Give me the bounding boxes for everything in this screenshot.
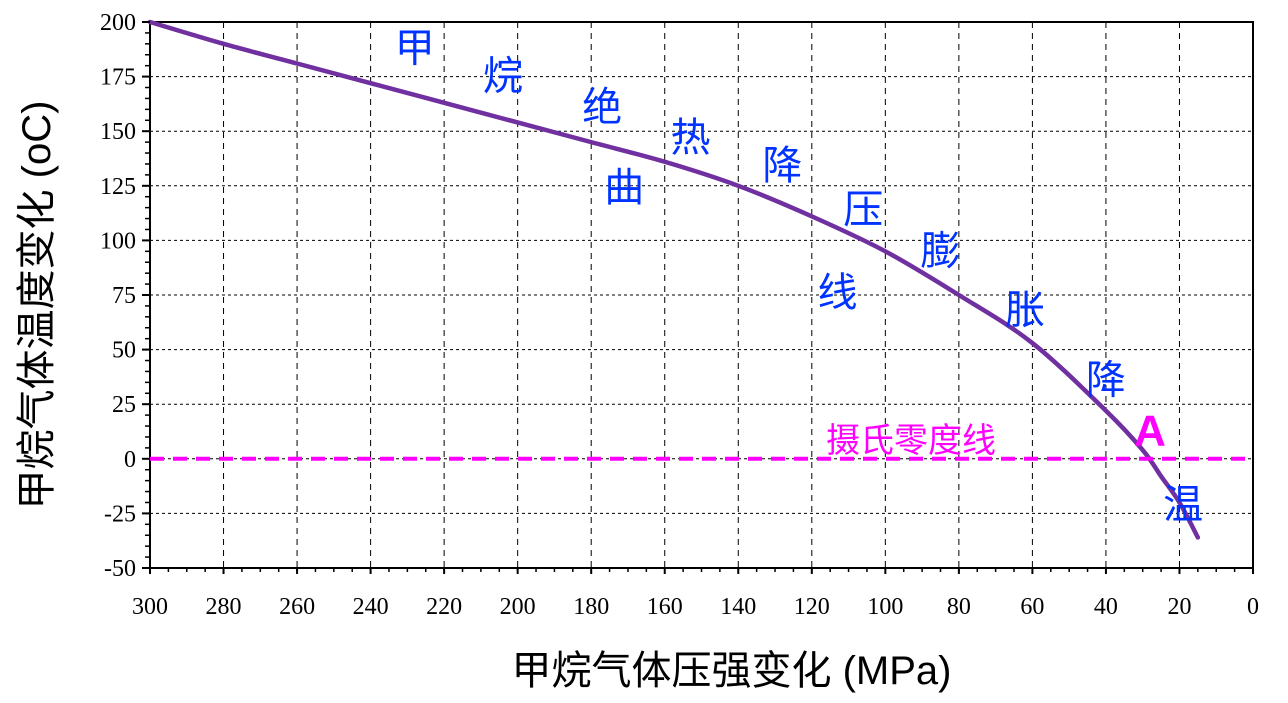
y-tick-label: 0 bbox=[124, 447, 136, 473]
curve-annotation-char: 压 bbox=[843, 187, 883, 233]
curve-annotation-char: 膨 bbox=[920, 228, 960, 274]
x-tick-label: 220 bbox=[426, 594, 462, 620]
axis-ticks: 300 280 260 240 220 200 180 160 140 120 100 80 60 40 2… bbox=[100, 10, 1259, 620]
curve-annotation-char: 绝 bbox=[582, 84, 622, 130]
y-tick-label: 150 bbox=[100, 119, 136, 145]
curve-annotation-char: 曲 bbox=[604, 165, 644, 211]
curve-annotation-char: 降 bbox=[762, 143, 802, 189]
curve-annotation-char: 烷 bbox=[483, 54, 523, 100]
x-tick-label: 200 bbox=[500, 594, 536, 620]
zero-line-label: 摄氏零度线 bbox=[826, 421, 996, 461]
y-tick-label: 100 bbox=[100, 228, 136, 254]
x-tick-label: 160 bbox=[647, 594, 683, 620]
y-tick-label: 50 bbox=[112, 338, 136, 364]
y-tick-label: 175 bbox=[100, 65, 136, 91]
x-tick-label: 300 bbox=[132, 594, 168, 620]
y-tick-label: -50 bbox=[104, 556, 136, 582]
x-tick-label: 80 bbox=[947, 594, 971, 620]
y-tick-label: -25 bbox=[104, 501, 136, 527]
x-tick-label: 280 bbox=[206, 594, 242, 620]
x-tick-label: 20 bbox=[1167, 594, 1191, 620]
series-group bbox=[147, 19, 1253, 540]
y-tick-label: 25 bbox=[112, 392, 136, 418]
y-tick-label: 200 bbox=[100, 10, 136, 36]
curve-annotation-char: 线 bbox=[818, 270, 858, 316]
methane-adiabatic-curve bbox=[147, 19, 1201, 540]
y-tick-label: 125 bbox=[100, 174, 136, 200]
curve-annotation-char: 降 bbox=[1086, 357, 1126, 403]
curve-annotation-char: 胀 bbox=[1005, 287, 1045, 333]
x-tick-label: 100 bbox=[867, 594, 903, 620]
x-tick-label: 240 bbox=[353, 594, 389, 620]
x-tick-label: 40 bbox=[1094, 594, 1118, 620]
y-axis-title: 甲烷气体温度变化 (oC) bbox=[15, 101, 59, 510]
gridlines bbox=[150, 22, 1253, 568]
curve-annotation-char: 甲 bbox=[395, 25, 435, 71]
curve-annotation-char: 温 bbox=[1163, 482, 1203, 528]
y-tick-label: 75 bbox=[112, 283, 136, 309]
x-tick-label: 260 bbox=[279, 594, 315, 620]
x-tick-label: 0 bbox=[1247, 594, 1259, 620]
x-tick-label: 120 bbox=[794, 594, 830, 620]
x-tick-label: 180 bbox=[573, 594, 609, 620]
x-tick-label: 140 bbox=[720, 594, 756, 620]
curve-annotation-char: 热 bbox=[670, 115, 710, 161]
point-a-label: A bbox=[1134, 407, 1166, 456]
x-axis-title: 甲烷气体压强变化 (MPa) bbox=[512, 649, 952, 693]
x-tick-label: 60 bbox=[1020, 594, 1044, 620]
